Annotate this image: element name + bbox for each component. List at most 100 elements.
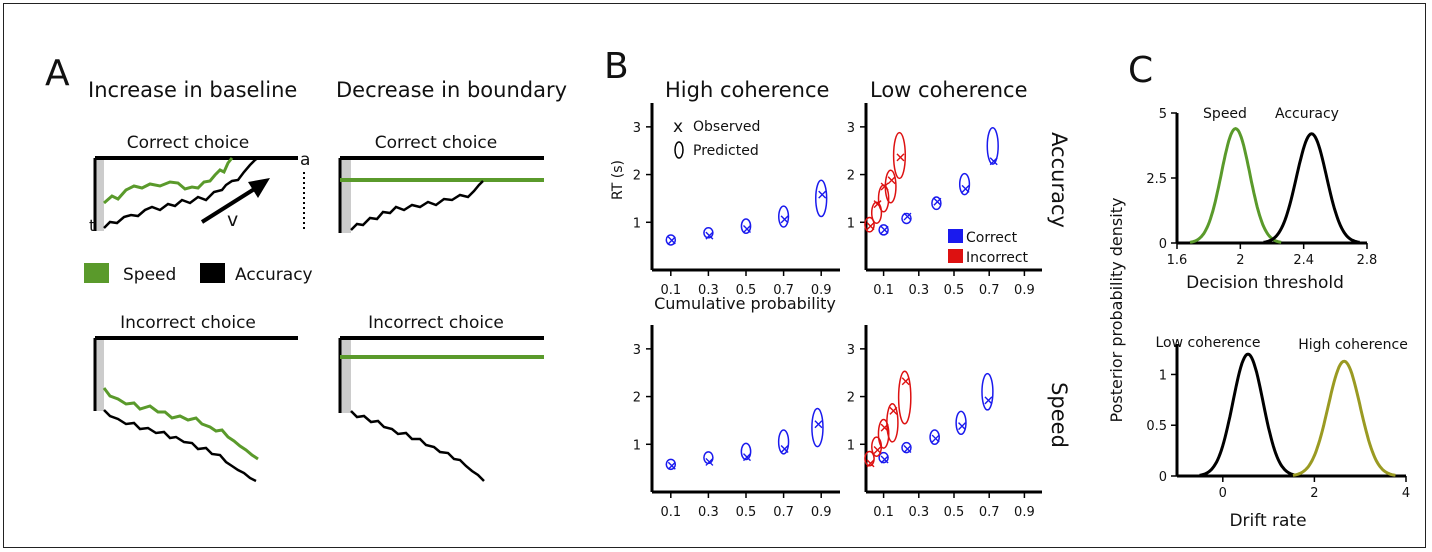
correct-predicted-ellipse xyxy=(665,458,677,471)
correct-observed-marker xyxy=(880,225,889,234)
x-tick-label: 0 xyxy=(1219,486,1227,501)
x-tick-label: 0.5 xyxy=(736,505,757,520)
observed-marker-icon: x xyxy=(673,117,683,137)
figure-frame xyxy=(3,3,1426,548)
diagram-incorrect-baseline xyxy=(93,336,298,483)
legend-high-coherence-label: High coherence xyxy=(1298,337,1408,353)
correct-predicted-ellipse xyxy=(740,442,752,461)
correct-predicted-ellipse xyxy=(665,234,677,246)
x-tick-label: 0.3 xyxy=(698,283,719,298)
legend-predicted: Predicted xyxy=(674,141,759,159)
correct-observed-marker xyxy=(961,184,970,193)
x-tick-label: 0.9 xyxy=(811,505,832,520)
plot-c_drift_rate: 0 0.5 1 0 2 4 xyxy=(1146,344,1410,501)
density-curve-speed xyxy=(1189,127,1282,244)
legend-speed-label: Speed xyxy=(123,265,176,285)
incorrect-predicted-ellipse xyxy=(884,169,897,204)
y-tick-label: 2 xyxy=(847,169,855,184)
panel-b-plots: 1 2 3 0.1 0.3 0.5 0.7 0.9 1 2 3 0.1 0.3 0.5 0.7 0.9 1 2 3 0… xyxy=(633,103,1042,520)
correct-observed-marker xyxy=(989,157,998,166)
panel-a-col1-title: Increase in baseline xyxy=(88,78,297,102)
incorrect-observed-marker xyxy=(901,377,910,386)
panel-a-col2-title: Decrease in boundary xyxy=(336,78,567,102)
panel-a-incorrect-label-2: Incorrect choice xyxy=(368,313,504,333)
predicted-ellipse-icon xyxy=(674,141,684,159)
y-tick-label: 0 xyxy=(1159,470,1167,485)
correct-observed-marker xyxy=(814,420,823,429)
diagram-correct-baseline: a t v xyxy=(89,150,310,235)
correct-predicted-ellipse xyxy=(929,429,940,446)
density-curve-low-coherence xyxy=(1199,352,1297,477)
legend-predicted-label: Predicted xyxy=(693,143,759,159)
panel-c-ylabel: Posterior probability density xyxy=(1107,198,1126,423)
x-tick-label: 1.6 xyxy=(1167,253,1188,268)
correct-observed-marker xyxy=(705,231,714,240)
correct-observed-marker xyxy=(818,190,827,199)
accuracy-path xyxy=(350,180,484,231)
correct-predicted-ellipse xyxy=(981,372,994,411)
y-tick-label: 3 xyxy=(847,121,855,136)
correct-predicted-ellipse xyxy=(931,196,942,211)
correct-observed-marker xyxy=(984,396,993,405)
incorrect-predicted-ellipse xyxy=(877,418,890,449)
legend-accuracy-label: Accuracy xyxy=(235,265,313,285)
nondecision-bar xyxy=(339,158,351,233)
y-tick-label: 1 xyxy=(633,438,641,453)
y-tick-label: 2 xyxy=(847,391,855,406)
panel-b-ylabel: RT (s) xyxy=(610,160,626,200)
incorrect-observed-marker xyxy=(866,222,875,231)
plot-c_decision_threshold: 0 2.5 5 1.6 2 2.4 2.8 xyxy=(1146,107,1377,268)
correct-observed-marker xyxy=(667,236,676,245)
legend-accuracy-swatch xyxy=(200,263,225,283)
x-tick-label: 0.1 xyxy=(660,505,681,520)
y-tick-label: 1 xyxy=(633,216,641,231)
x-tick-label: 0.9 xyxy=(811,283,832,298)
legend-correct-swatch xyxy=(948,229,963,243)
legend-incorrect: Incorrect xyxy=(948,249,1029,266)
legend-speed-swatch xyxy=(84,263,109,283)
x-tick-label: 0.3 xyxy=(908,505,929,520)
incorrect-predicted-ellipse xyxy=(897,370,912,425)
panel-letter-c: C xyxy=(1128,50,1153,91)
y-tick-label: 0 xyxy=(1159,237,1167,252)
y-tick-label: 0.5 xyxy=(1146,419,1167,434)
incorrect-observed-marker xyxy=(889,406,898,415)
correct-observed-marker xyxy=(903,212,912,221)
x-tick-label: 0.3 xyxy=(698,505,719,520)
drift-arrow xyxy=(200,186,258,224)
panel-c: Posterior probability density Decision t… xyxy=(1107,106,1410,531)
correct-observed-marker xyxy=(958,422,967,431)
panel-a-correct-label-2: Correct choice xyxy=(375,133,498,153)
y-tick-label: 2.5 xyxy=(1146,172,1167,187)
plot-b_high_accuracy: 1 2 3 0.1 0.3 0.5 0.7 0.9 xyxy=(633,103,840,298)
correct-predicted-ellipse xyxy=(901,212,912,225)
correct-predicted-ellipse xyxy=(878,224,889,236)
x-tick-label: 0.7 xyxy=(773,505,794,520)
x-tick-label: 0.1 xyxy=(873,283,894,298)
y-tick-label: 3 xyxy=(847,343,855,358)
correct-observed-marker xyxy=(780,445,789,454)
y-tick-label: 2 xyxy=(633,391,641,406)
x-tick-label: 0.7 xyxy=(773,283,794,298)
incorrect-observed-marker xyxy=(896,153,905,162)
incorrect-predicted-ellipse xyxy=(886,402,899,443)
x-tick-label: 0.9 xyxy=(1014,283,1035,298)
x-tick-label: 2.8 xyxy=(1357,253,1378,268)
panel-b: High coherence Low coherence Accuracy Sp… xyxy=(610,78,1071,520)
speed-path xyxy=(103,157,234,205)
y-tick-label: 3 xyxy=(633,121,641,136)
correct-predicted-ellipse xyxy=(901,441,912,454)
accuracy-path xyxy=(103,156,259,229)
legend-correct: Correct xyxy=(948,229,1018,246)
correct-observed-marker xyxy=(903,445,912,454)
legend-speed-label: Speed xyxy=(1203,106,1247,122)
legend-incorrect-label: Incorrect xyxy=(966,250,1029,266)
panel-c-plots: 0 2.5 5 1.6 2 2.4 2.8 0 0.5 1 0 2 4 xyxy=(1146,107,1410,501)
x-tick-label: 2 xyxy=(1310,486,1318,501)
density-curve-accuracy xyxy=(1263,132,1360,244)
panel-a: Increase in baseline Decrease in boundar… xyxy=(84,78,567,483)
correct-observed-marker xyxy=(705,457,714,466)
label-a: a xyxy=(300,150,310,170)
x-tick-label: 2.4 xyxy=(1293,253,1314,268)
